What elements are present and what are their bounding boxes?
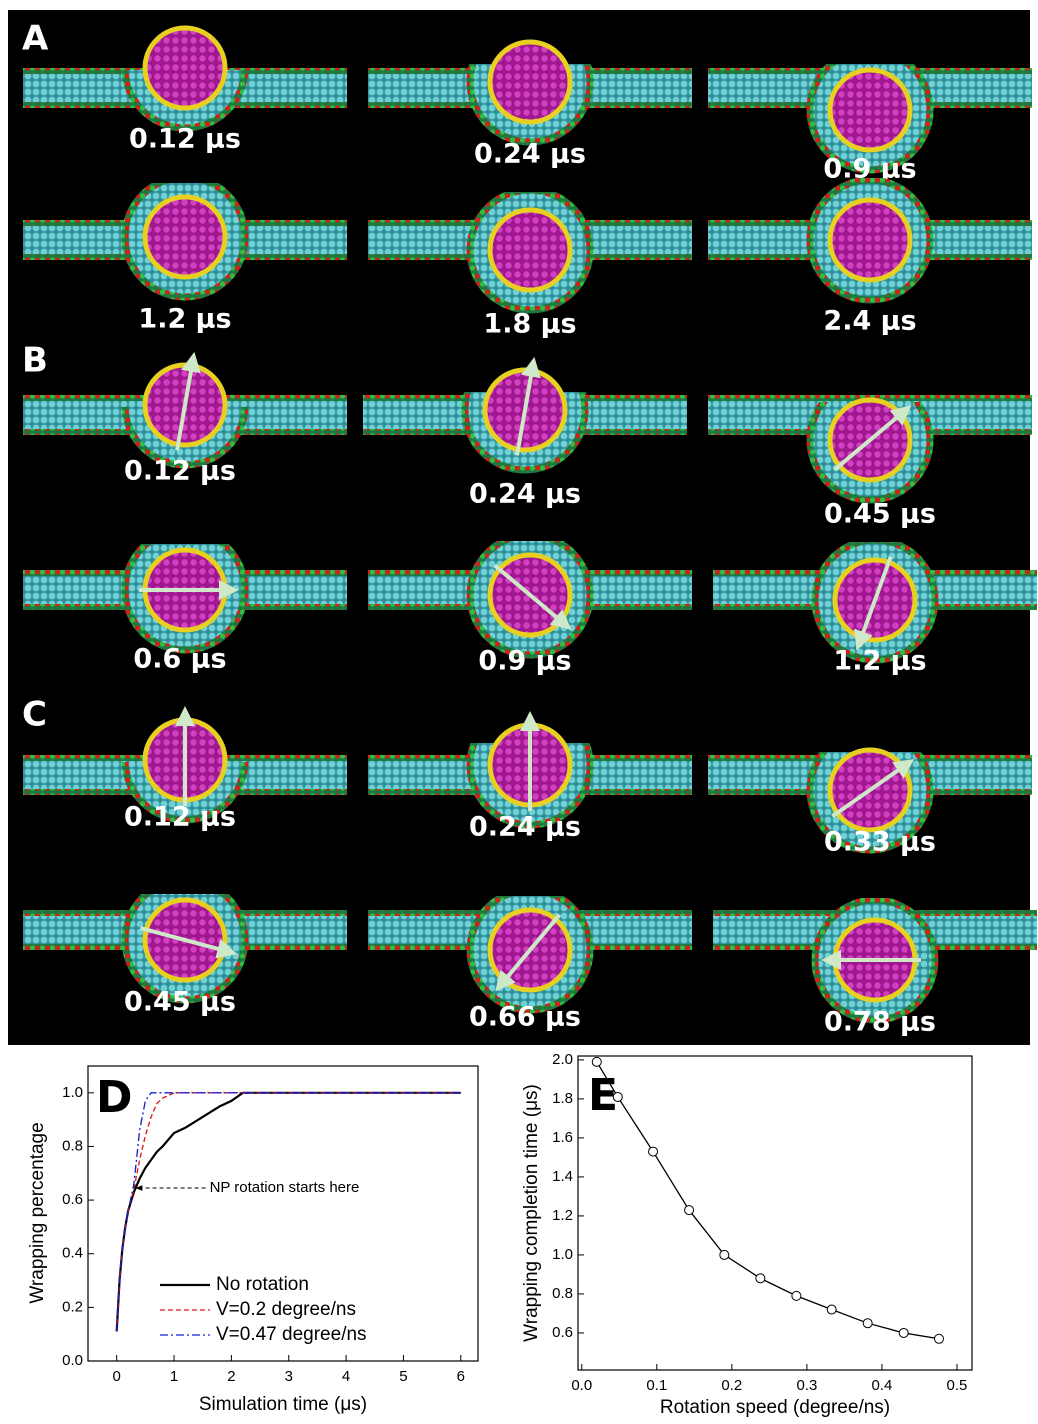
time-label: 0.66 μs	[469, 1002, 581, 1033]
y-tick-label: 1.8	[552, 1090, 573, 1107]
time-label: 0.24 μs	[474, 139, 586, 170]
y-tick-label: 2.0	[552, 1051, 573, 1068]
panel-label: B	[22, 341, 48, 381]
nanoparticle	[830, 70, 910, 150]
x-tick-label: 0.3	[796, 1377, 817, 1394]
y-tick-label: 1.0	[552, 1246, 573, 1263]
legend-label: V=0.47 degree/ns	[216, 1324, 367, 1345]
x-tick-label: 4	[342, 1368, 350, 1385]
annotation: NP rotation starts here	[210, 1179, 360, 1196]
legend-label: V=0.2 degree/ns	[216, 1299, 356, 1320]
time-label: 0.24 μs	[469, 479, 581, 510]
time-label: 0.12 μs	[124, 456, 236, 487]
series-line	[117, 1093, 461, 1332]
x-tick-label: 0	[113, 1368, 121, 1385]
y-tick-label: 0.6	[62, 1191, 83, 1208]
time-label: 0.12 μs	[124, 802, 236, 833]
nanoparticle	[490, 42, 570, 122]
series-line	[117, 1093, 461, 1332]
panel-label: D	[96, 1072, 133, 1123]
x-tick-label: 1	[170, 1368, 178, 1385]
data-point	[899, 1328, 908, 1337]
data-point	[649, 1147, 658, 1156]
time-label: 1.2 μs	[138, 304, 231, 335]
figure: A 0.12 μs 0.24 μs 0.9 μs 1.2 μs 1.8 μs 2.4 μs B…	[0, 0, 1038, 1420]
nanoparticle	[145, 197, 225, 277]
x-tick-label: 0.0	[571, 1377, 592, 1394]
panel-label: A	[22, 19, 49, 59]
series-line	[117, 1093, 461, 1332]
x-tick-label: 0.5	[947, 1377, 968, 1394]
data-point	[827, 1305, 836, 1314]
time-label: 0.78 μs	[824, 1007, 936, 1038]
x-axis-title: Rotation speed (degree/ns)	[660, 1397, 890, 1418]
y-tick-label: 1.2	[552, 1207, 573, 1224]
legend-label: No rotation	[216, 1274, 309, 1295]
time-label: 0.9 μs	[478, 646, 571, 677]
y-axis-title: Wrapping completion time (μs)	[521, 1084, 542, 1342]
x-tick-label: 5	[399, 1368, 407, 1385]
x-tick-label: 6	[457, 1368, 465, 1385]
nanoparticle	[830, 200, 910, 280]
data-point	[685, 1206, 694, 1215]
series-line	[597, 1062, 939, 1339]
time-label: 0.33 μs	[824, 827, 936, 858]
y-tick-label: 0.8	[62, 1137, 83, 1154]
data-point	[756, 1274, 765, 1283]
x-tick-label: 3	[285, 1368, 293, 1385]
y-tick-label: 0.8	[552, 1285, 573, 1302]
time-label: 2.4 μs	[823, 306, 916, 337]
time-label: 0.45 μs	[124, 987, 236, 1018]
data-point	[720, 1250, 729, 1259]
nanoparticle	[145, 28, 225, 108]
y-tick-label: 1.6	[552, 1129, 573, 1146]
plot-frame	[578, 1056, 972, 1370]
panel-label: E	[588, 1070, 618, 1121]
time-label: 0.6 μs	[133, 644, 226, 675]
panel-label: C	[22, 695, 47, 735]
x-tick-label: 0.4	[872, 1377, 893, 1394]
x-tick-label: 0.1	[646, 1377, 667, 1394]
time-label: 1.2 μs	[833, 646, 926, 677]
time-label: 0.45 μs	[824, 499, 936, 530]
y-tick-label: 0.2	[62, 1298, 83, 1315]
y-tick-label: 1.4	[552, 1168, 573, 1185]
x-tick-label: 0.2	[721, 1377, 742, 1394]
time-label: 1.8 μs	[483, 309, 576, 340]
time-label: 0.24 μs	[469, 812, 581, 843]
nanoparticle	[490, 210, 570, 290]
data-point	[934, 1334, 943, 1343]
y-axis-title: Wrapping percentage	[27, 1122, 48, 1303]
time-label: 0.12 μs	[129, 124, 241, 155]
data-point	[792, 1291, 801, 1300]
x-tick-label: 2	[227, 1368, 235, 1385]
y-tick-label: 0.6	[552, 1324, 573, 1341]
x-axis-title: Simulation time (μs)	[199, 1394, 367, 1415]
data-point	[863, 1319, 872, 1328]
y-tick-label: 1.0	[62, 1084, 83, 1101]
y-tick-label: 0.4	[62, 1245, 83, 1262]
data-point	[592, 1057, 601, 1066]
y-tick-label: 0.0	[62, 1352, 83, 1369]
